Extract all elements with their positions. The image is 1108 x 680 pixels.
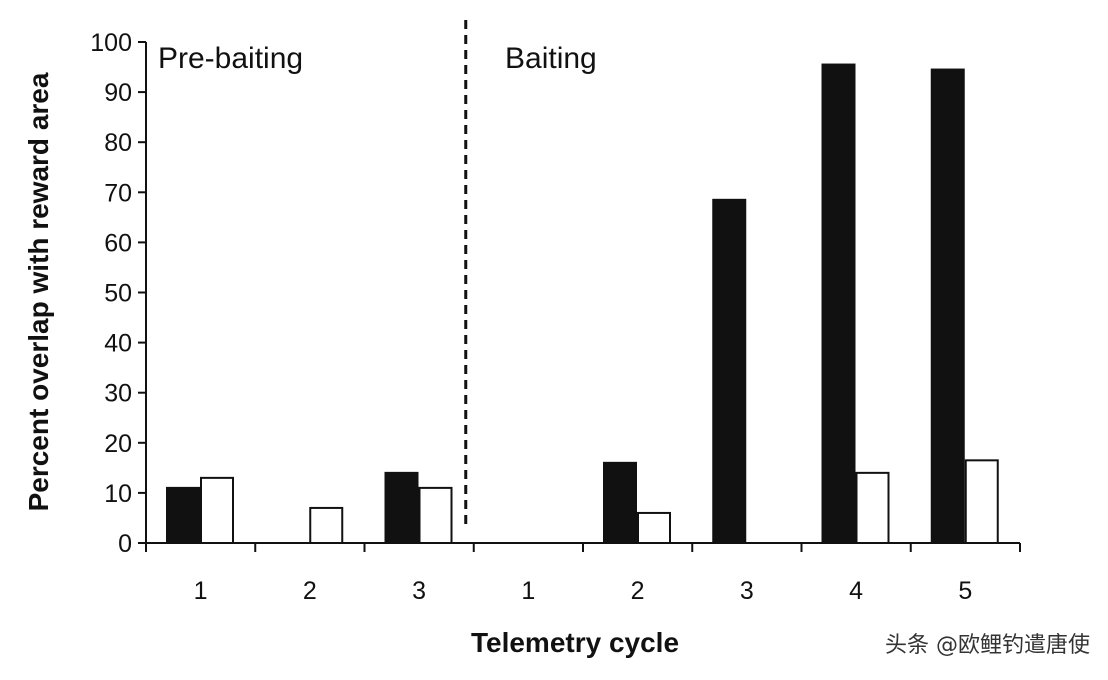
bar-open [200, 476, 234, 544]
y-tick-label: 60 [104, 229, 132, 257]
bar-open [855, 471, 890, 544]
bar-open [964, 459, 999, 544]
x-tick-label: 5 [958, 577, 972, 605]
y-tick-label: 80 [104, 129, 132, 157]
y-tick-label: 30 [104, 380, 132, 408]
y-tick-label: 0 [118, 530, 132, 558]
bar-filled [166, 486, 200, 545]
y-tick-label: 50 [104, 280, 132, 308]
y-tick-label: 10 [104, 480, 132, 508]
bar-filled [712, 198, 747, 544]
phase-label: Pre-baiting [158, 42, 303, 75]
bar-layer [166, 63, 999, 545]
bar-open [309, 506, 344, 544]
bar-filled [384, 471, 419, 544]
bar-filled [603, 461, 637, 544]
x-tick-label: 2 [303, 577, 317, 605]
x-tick-label: 3 [412, 577, 426, 605]
y-tick-label: 100 [90, 29, 132, 57]
bar-filled [930, 68, 965, 545]
x-tick-label: 4 [849, 577, 863, 605]
bar-filled [821, 63, 856, 544]
axes [138, 20, 1021, 552]
x-tick-label: 2 [631, 577, 645, 605]
watermark-text: 头条 @欧鲤钓遣唐使 [885, 633, 1090, 658]
phase-label: Baiting [505, 42, 597, 75]
y-tick-label: 90 [104, 79, 132, 107]
bar-open [418, 486, 453, 545]
y-tick-label: 40 [104, 330, 132, 358]
y-axis-title: Percent overlap with reward area [23, 72, 54, 511]
x-tick-label: 1 [521, 577, 535, 605]
y-tick-label: 20 [104, 430, 132, 458]
x-tick-label: 3 [740, 577, 754, 605]
labels: 0 10 20 30 40 50 60 70 80 90 100 1 2 3 1 2 3 4 5 Pre-baitin… [90, 29, 972, 605]
x-axis-title: Telemetry cycle [471, 627, 679, 658]
bar-open [637, 511, 671, 545]
x-tick-label: 1 [194, 577, 208, 605]
y-tick-label: 70 [104, 179, 132, 207]
